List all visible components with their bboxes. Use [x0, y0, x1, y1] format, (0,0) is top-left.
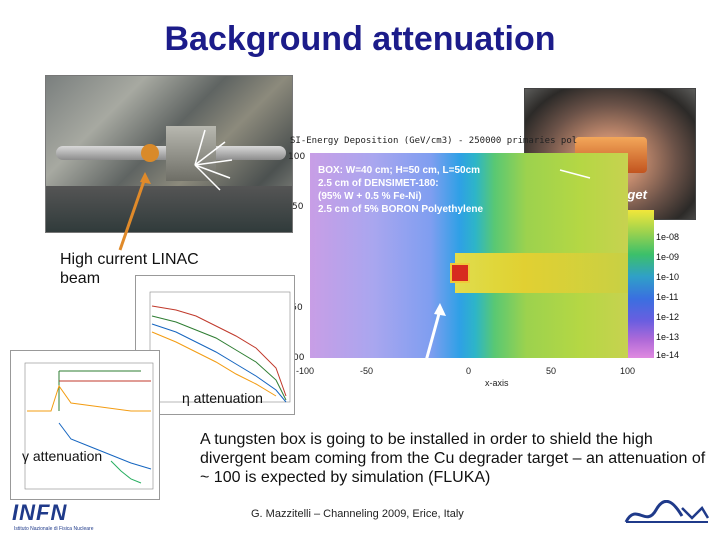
- scale-label: 1e-09: [656, 252, 680, 262]
- footer-citation: G. Mazzitelli – Channeling 2009, Erice, …: [251, 508, 464, 520]
- scale-label: 1e-12: [656, 312, 680, 322]
- x-tick: -100: [296, 366, 315, 376]
- linac-label-line: beam: [60, 270, 101, 287]
- scale-label: 1e-08: [656, 232, 680, 242]
- heatmap-area: [310, 153, 628, 358]
- x-tick: 50: [546, 366, 557, 376]
- linac-label: High current LINAC beam: [60, 250, 199, 288]
- description-text: A tungsten box is going to be installed …: [200, 431, 706, 486]
- lnf-logo: [624, 500, 710, 523]
- y-tick: 100: [288, 152, 306, 162]
- neutron-plot-svg: [149, 291, 291, 403]
- infn-logo: INFN Istituto Nazionale di Fisica Nuclea…: [12, 500, 97, 536]
- x-axis-label: x-axis: [485, 378, 509, 388]
- linac-arrow: [118, 177, 147, 251]
- box-spec-line: 2.5 cm of 5% BORON Polyethylene: [318, 204, 484, 215]
- slide-title: Background attenuation: [164, 20, 556, 58]
- box-spec-line: 2.5 cm of DENSIMET-180:: [318, 178, 439, 189]
- eta-attenuation-label: η attenuation: [182, 390, 263, 406]
- y-tick: 50: [292, 202, 304, 212]
- scale-label: 1e-13: [656, 332, 680, 342]
- box-specs: BOX: W=40 cm; H=50 cm, L=50cm 2.5 cm of …: [318, 164, 483, 216]
- box-spec-line: (95% W + 0.5 % Fe-Ni): [318, 191, 422, 202]
- gamma-attenuation-label: γ attenuation: [22, 448, 103, 464]
- neutron-shielding-plot: [135, 275, 295, 415]
- y-tick: -50: [288, 303, 303, 313]
- box-spec-line: BOX: W=40 cm; H=50 cm, L=50cm: [318, 165, 481, 176]
- target-arrow: [410, 309, 442, 413]
- color-scale-bar: [628, 210, 654, 358]
- photon-plot-svg: [24, 362, 154, 490]
- linac-label-line: High current LINAC: [60, 251, 199, 268]
- scale-label: 1e-10: [656, 272, 680, 282]
- infn-logo-subtext: Istituto Nazionale di Fisica Nucleare: [14, 526, 94, 532]
- x-tick: 100: [620, 366, 636, 376]
- x-tick: -50: [360, 366, 374, 376]
- heatmap-header: SI-Energy Deposition (GeV/cm3) - 250000 …: [290, 136, 578, 146]
- photon-shielding-plot: [10, 350, 160, 500]
- scale-label: 1e-14: [656, 350, 680, 360]
- scale-label: 1e-11: [656, 292, 679, 302]
- beamline-photo: [45, 75, 293, 233]
- x-tick: 0: [466, 366, 472, 376]
- infn-logo-text: INFN: [12, 500, 68, 525]
